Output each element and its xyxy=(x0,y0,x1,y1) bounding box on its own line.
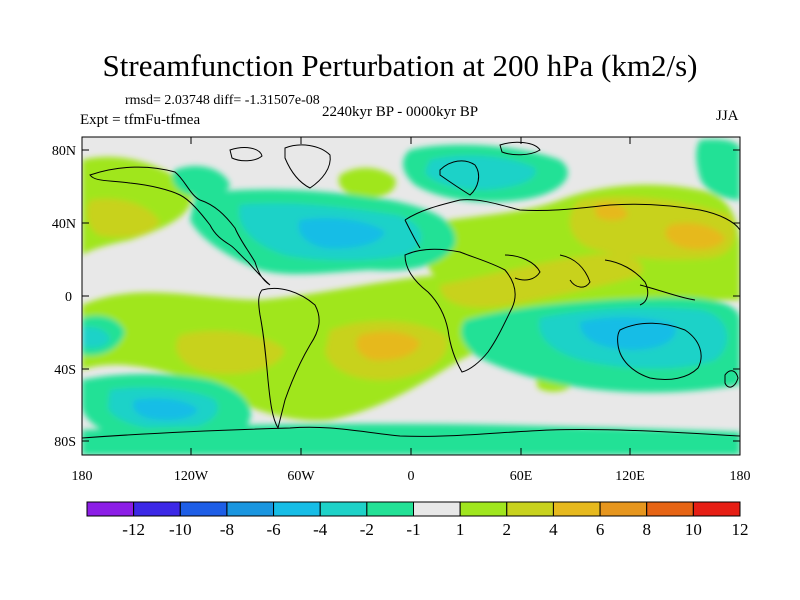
colorbar-swatch xyxy=(599,501,648,517)
lat-label-0: 0 xyxy=(65,290,72,305)
positive-arctic xyxy=(338,167,396,199)
coastlines xyxy=(82,141,740,439)
coast-australia xyxy=(617,322,702,381)
lat-ticks xyxy=(82,149,740,442)
lat-label-40n: 40N xyxy=(52,217,76,232)
chart-title: Streamfunction Perturbation at 200 hPa (… xyxy=(102,48,698,83)
colorbar-label: 1 xyxy=(456,520,465,539)
experiment-label: Expt = tfmFu-tfmea xyxy=(80,112,201,128)
coast-antarctica xyxy=(82,426,740,439)
colorbar-swatch xyxy=(459,501,508,517)
colorbar-label: 12 xyxy=(732,520,749,539)
colorbar-swatch xyxy=(273,501,321,517)
negative-west-pacific-core xyxy=(82,327,110,348)
colorbar-swatch xyxy=(506,501,554,517)
lon-label-180e: 180 xyxy=(730,469,751,484)
coast-europe-asia xyxy=(404,199,740,249)
coast-new-zealand xyxy=(724,370,739,388)
coast-arctic-islands xyxy=(229,141,541,162)
colorbar-label: -1 xyxy=(406,520,420,539)
colorbar-swatch xyxy=(692,501,741,517)
lat-label-80s: 80S xyxy=(54,435,76,450)
colorbar-label: 6 xyxy=(596,520,605,539)
colorbar-label: -12 xyxy=(122,520,145,539)
positive-core-africa xyxy=(440,253,643,308)
colorbar-label: 8 xyxy=(642,520,651,539)
positive-peak-asia xyxy=(595,203,628,221)
colorbar-label: -6 xyxy=(266,520,280,539)
colorbar-swatch xyxy=(366,501,415,517)
coast-southeast-asia xyxy=(604,259,696,306)
season-label: JJA xyxy=(716,108,739,124)
colorbar-swatch xyxy=(133,501,181,517)
lon-label-60w: 60W xyxy=(287,469,315,484)
negative-north-atlantic-core xyxy=(298,218,385,249)
lon-label-120w: 120W xyxy=(174,469,209,484)
stats-text: rmsd= 2.03748 diff= -1.31507e-08 xyxy=(125,93,320,108)
colorbar-label: -2 xyxy=(360,520,374,539)
positive-peak-pacific xyxy=(665,223,725,250)
positive-core-south-pacific xyxy=(176,330,285,374)
coast-south-america xyxy=(258,287,320,430)
negative-east-pacific-north xyxy=(696,139,740,200)
positive-core-na xyxy=(86,198,160,238)
colorbar-label: -8 xyxy=(220,520,234,539)
colorbar-label: 2 xyxy=(503,520,512,539)
contour-field xyxy=(82,137,740,455)
coast-arabia-india xyxy=(504,254,591,288)
colorbar-swatch xyxy=(319,501,368,517)
colorbar-label: -10 xyxy=(169,520,192,539)
lat-label-40s: 40S xyxy=(54,363,76,378)
colorbar-swatch xyxy=(179,501,228,517)
colorbar-swatch xyxy=(552,501,601,517)
coast-north-america xyxy=(89,166,271,286)
lon-label-60e: 60E xyxy=(510,469,533,484)
colorbar: -12 -10 -8 -6 -4 -2 -1 1 2 4 6 8 10 12 xyxy=(86,501,749,539)
lon-label-0: 0 xyxy=(408,469,415,484)
negative-indian-core xyxy=(580,317,676,350)
lat-label-80n: 80N xyxy=(52,144,76,159)
negative-nw-america xyxy=(172,165,230,197)
positive-peak-south-atlantic xyxy=(356,331,420,361)
coast-africa xyxy=(404,248,516,373)
colorbar-swatch xyxy=(413,501,461,517)
period-label: 2240kyr BP - 0000kyr BP xyxy=(322,104,479,120)
negative-arctic-core xyxy=(425,155,536,190)
colorbar-label: 4 xyxy=(549,520,558,539)
lon-label-120e: 120E xyxy=(615,469,645,484)
colorbar-swatch xyxy=(226,501,275,517)
negative-south-pacific-core xyxy=(133,398,198,420)
colorbar-swatch xyxy=(646,501,694,517)
lon-label-180w: 180 xyxy=(72,469,93,484)
coast-greenland xyxy=(284,144,331,189)
colorbar-label: -4 xyxy=(313,520,328,539)
lon-ticks xyxy=(190,137,631,455)
colorbar-label: 10 xyxy=(685,520,702,539)
coast-scandinavia xyxy=(439,160,480,196)
colorbar-swatch xyxy=(86,501,135,517)
negative-southern-ocean xyxy=(82,423,740,455)
